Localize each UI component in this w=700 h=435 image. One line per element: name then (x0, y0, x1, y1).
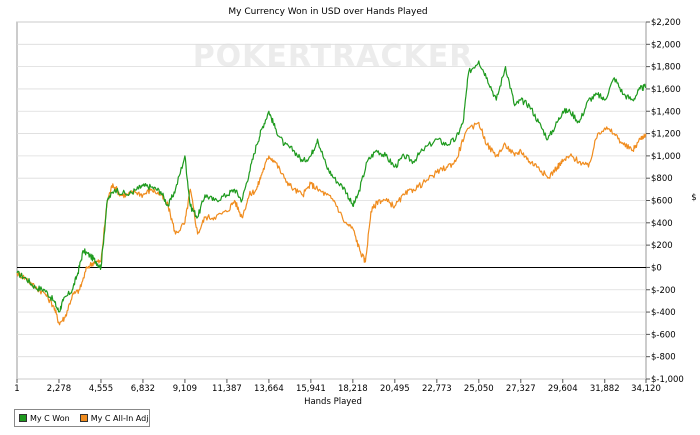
x-tick-label: 1 (14, 384, 19, 394)
x-tick-label: 27,327 (506, 384, 536, 394)
y-tick-label: $-200 (651, 286, 676, 296)
x-tick-label: 11,387 (212, 384, 242, 394)
y-tick-label: $1,200 (651, 130, 681, 140)
x-tick-label: 13,664 (254, 384, 284, 394)
x-tick-label: 4,555 (89, 384, 113, 394)
y-tick-label: $-1,000 (651, 375, 684, 385)
y-tick-label: $600 (651, 197, 673, 207)
legend-label-won: My C Won (30, 413, 70, 423)
x-tick-label: 34,120 (631, 384, 661, 394)
y-tick-label: $2,200 (651, 18, 681, 28)
x-tick-label: 22,773 (422, 384, 452, 394)
x-axis: 1 2,278 4,555 6,832 9,109 11,387 13,664 15,941 1… (14, 379, 661, 394)
legend-item-won: My C Won (19, 414, 70, 423)
y-tick-label: $2,000 (651, 40, 681, 50)
x-tick-label: 20,495 (380, 384, 410, 394)
y-tick-label: $1,600 (651, 85, 681, 95)
y-tick-label: $1,800 (651, 63, 681, 73)
y-tick-label: $0 (651, 263, 662, 273)
y-axis: $2,200 $2,000 $1,800 $1,600 $1,400 $1,200 $1,0… (646, 18, 684, 385)
chart-title: My Currency Won in USD over Hands Played (228, 7, 427, 17)
y-tick-label: $-400 (651, 308, 676, 318)
y-tick-label: $-800 (651, 353, 676, 363)
x-tick-label: 2,278 (47, 384, 71, 394)
x-tick-label: 9,109 (173, 384, 197, 394)
legend: My C Won My C All-In Adj (14, 409, 150, 427)
x-axis-title: Hands Played (304, 397, 362, 407)
series-group (16, 60, 647, 326)
legend-item-allin: My C All-In Adj (79, 413, 149, 423)
x-tick-label: 31,882 (590, 384, 620, 394)
y-tick-label: $200 (651, 241, 673, 251)
y-tick-label: $400 (651, 219, 673, 229)
series-line-won (16, 60, 647, 313)
y-axis-title: $ (691, 193, 696, 203)
legend-label-allin: My C All-In Adj (90, 413, 149, 423)
x-tick-label: 29,604 (548, 384, 578, 394)
y-tick-label: $-600 (651, 330, 676, 340)
watermark-text: POKERTRACKER (193, 39, 474, 74)
y-tick-label: $1,000 (651, 152, 681, 162)
legend-swatch-allin (79, 414, 88, 422)
x-tick-label: 15,941 (296, 384, 326, 394)
series-line-allin (16, 121, 647, 326)
x-tick-label: 18,218 (338, 384, 368, 394)
grid (17, 21, 646, 380)
x-tick-label: 25,050 (464, 384, 494, 394)
legend-swatch-won (19, 414, 27, 422)
y-tick-label: $1,400 (651, 107, 681, 117)
x-tick-label: 6,832 (131, 384, 155, 394)
y-tick-label: $800 (651, 174, 673, 184)
